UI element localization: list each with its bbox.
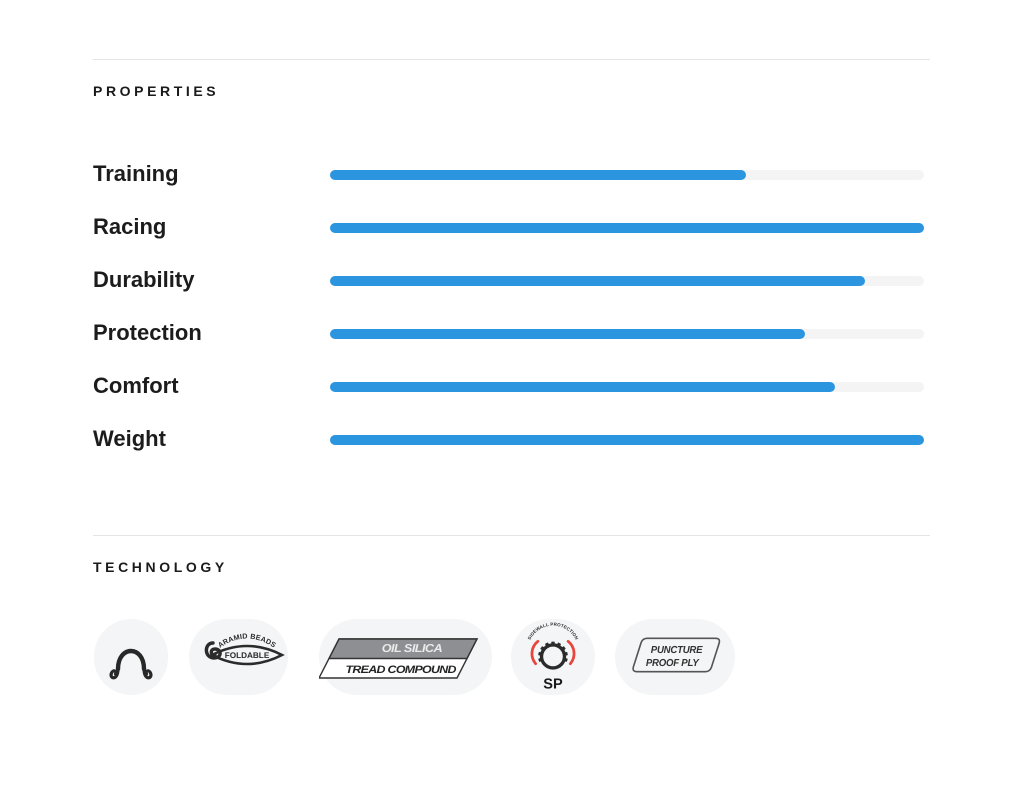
svg-text:TREAD COMPOUND: TREAD COMPOUND (345, 664, 456, 676)
svg-text:SP: SP (543, 675, 562, 692)
svg-text:SIDEWALL PROTECTION: SIDEWALL PROTECTION (527, 622, 580, 641)
svg-text:PUNCTURE: PUNCTURE (651, 644, 703, 655)
svg-text:FOLDABLE: FOLDABLE (225, 651, 270, 660)
svg-text:PROOF PLY: PROOF PLY (646, 658, 700, 669)
svg-text:OIL SILICA: OIL SILICA (382, 643, 443, 655)
